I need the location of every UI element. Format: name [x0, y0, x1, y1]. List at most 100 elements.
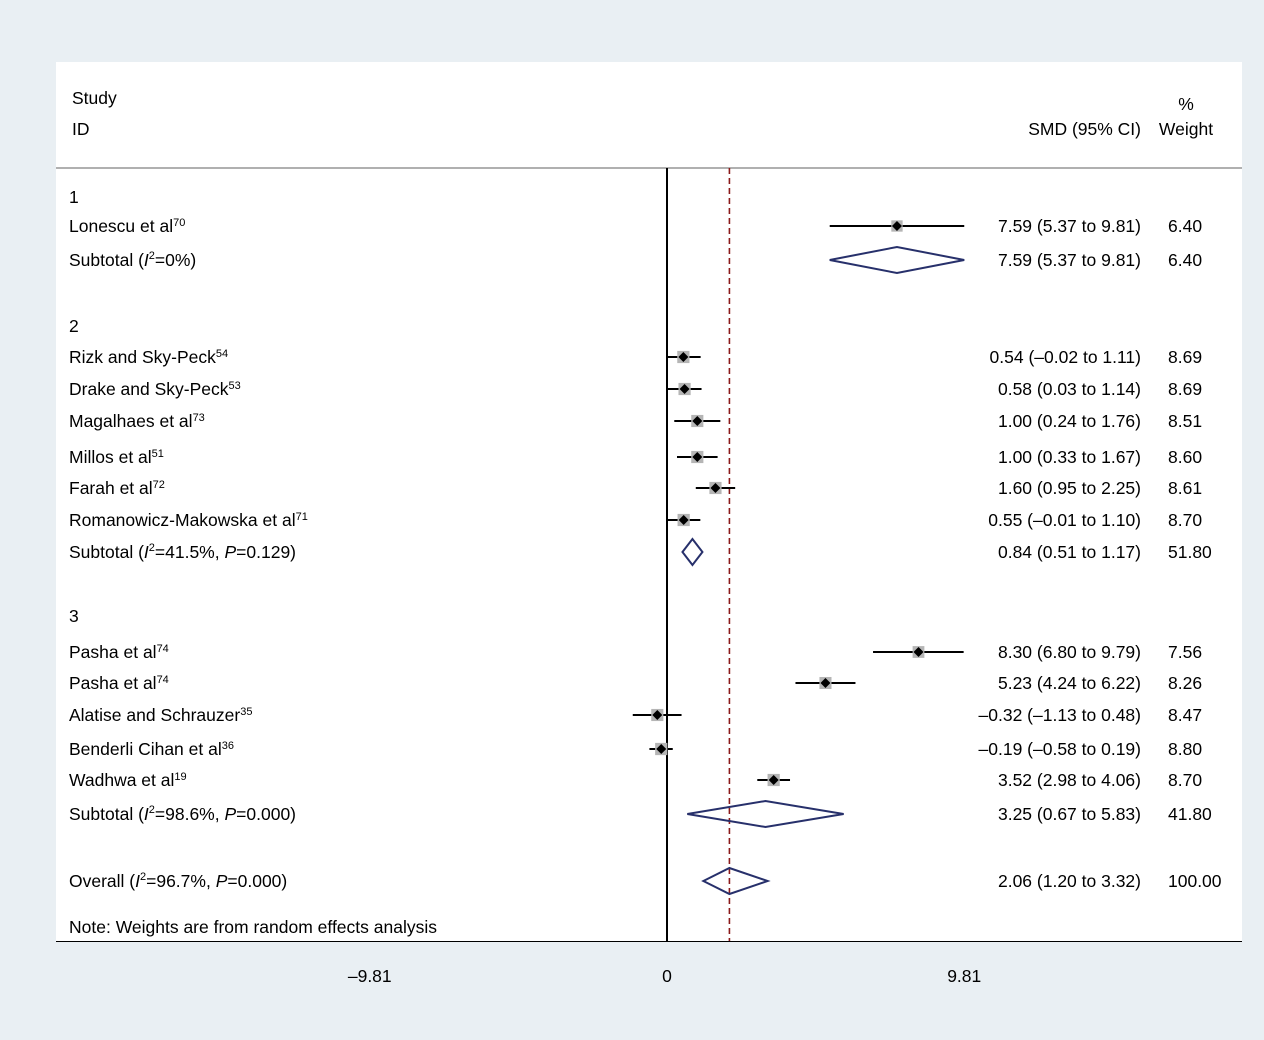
forest-plot: Study ID SMD (95% CI)% Weight 1 Lonescu et al…	[56, 62, 1242, 942]
study-3-4-name-text: Benderli Cihan et al	[69, 739, 222, 759]
subtotal-3-label: Subtotal (I2=98.6%, P=0.000)	[69, 804, 296, 824]
study-2-5-name: Farah et al72	[69, 478, 165, 498]
study-3-2-weight: 8.26	[1168, 673, 1202, 693]
study-3-3-ci-text: –0.32 (–1.13 to 0.48)	[979, 705, 1141, 725]
study-3-4-ref: 36	[222, 740, 234, 752]
subtotal-1-ci-text: 7.59 (5.37 to 9.81)	[998, 250, 1141, 270]
study-3-3-name-text: Alatise and Schrauzer	[69, 705, 240, 725]
study-2-5-point	[710, 483, 721, 493]
header-pct: %	[1178, 94, 1194, 114]
study-2-3-ref: 73	[193, 412, 205, 424]
study-3-2-name-text: Pasha et al	[69, 673, 157, 693]
study-3-2-name: Pasha et al74	[69, 673, 169, 693]
study-2-5-name-text: Farah et al	[69, 478, 153, 498]
group-label-3: 3	[69, 606, 79, 626]
study-2-2-ref: 53	[229, 380, 241, 392]
study-3-3-weight: 8.47	[1168, 705, 1202, 725]
study-3-5-weight: 8.70	[1168, 770, 1202, 790]
study-3-2-ref: 74	[157, 674, 169, 686]
study-3-4-ci-text: –0.19 (–0.58 to 0.19)	[979, 739, 1141, 759]
overall-label-i2-sup: 2	[140, 871, 146, 883]
subtotal-2-label-p-post: =0.129)	[236, 542, 296, 562]
overall-weight: 100.00	[1168, 871, 1222, 891]
subtotal-1-weight: 6.40	[1168, 250, 1202, 270]
subtotal-2-weight: 51.80	[1168, 542, 1212, 562]
study-3-4-point	[656, 744, 667, 754]
study-3-2-ci-text: 5.23 (4.24 to 6.22)	[998, 673, 1141, 693]
study-2-4-ci-text: 1.00 (0.33 to 1.67)	[998, 447, 1141, 467]
study-3-5-name-text: Wadhwa et al	[69, 770, 174, 790]
study-3-5-name: Wadhwa et al19	[69, 770, 187, 790]
study-3-1-name-text: Pasha et al	[69, 642, 157, 662]
subtotal-3-label-p-post: =0.000)	[236, 804, 296, 824]
study-2-2-weight: 8.69	[1168, 379, 1202, 399]
forest-plot-svg: Study ID SMD (95% CI)% Weight 1 Lonescu et al…	[56, 88, 1242, 942]
overall-label: Overall (I2=96.7%, P=0.000)	[69, 871, 287, 891]
study-3-5-ci-text: 3.52 (2.98 to 4.06)	[998, 770, 1141, 790]
subtotal-3-label-p: P	[224, 804, 236, 824]
header-study: Study	[72, 88, 117, 108]
subtotal-2-label-post: =41.5%,	[155, 542, 225, 562]
study-2-3-name: Magalhaes et al73	[69, 411, 205, 431]
subtotal-2-label-p: P	[224, 542, 236, 562]
study-2-5-ref: 72	[153, 479, 165, 491]
overall-label-p-post: =0.000)	[227, 871, 287, 891]
study-2-4-point	[692, 452, 703, 462]
study-2-1-name: Rizk and Sky-Peck54	[69, 347, 228, 367]
study-2-3-ci-text: 1.00 (0.24 to 1.76)	[998, 411, 1141, 431]
overall-label-pre: Overall (	[69, 871, 135, 891]
study-3-4-weight: 8.80	[1168, 739, 1202, 759]
overall-label-post: =96.7%,	[146, 871, 216, 891]
study-2-6-point	[678, 515, 689, 525]
subtotal-1-label-i2: I	[144, 250, 149, 270]
study-2-5-ci-text: 1.60 (0.95 to 2.25)	[998, 478, 1141, 498]
study-3-3-point	[652, 710, 663, 720]
study-2-6-ref: 71	[296, 511, 308, 523]
study-2-2-name-text: Drake and Sky-Peck	[69, 379, 229, 399]
note-text: Note: Weights are from random effects an…	[69, 917, 437, 937]
subtotal-3-label-pre: Subtotal (	[69, 804, 144, 824]
overall-diamond	[701, 866, 771, 896]
group-label-1: 1	[69, 187, 79, 207]
study-3-3-ref: 35	[240, 706, 252, 718]
study-3-4-name: Benderli Cihan et al36	[69, 739, 234, 759]
study-3-5-point	[768, 775, 779, 785]
subtotal-1-label-post: =0%)	[155, 250, 196, 270]
subtotal-2-ci-text: 0.84 (0.51 to 1.17)	[998, 542, 1141, 562]
study-1-1-name: Lonescu et al70	[69, 216, 185, 236]
header-id: ID	[72, 119, 90, 139]
subtotal-2-label-i2-sup: 2	[149, 542, 155, 554]
study-1-1-point	[891, 221, 902, 231]
study-2-6-ci-text: 0.55 (–0.01 to 1.10)	[988, 510, 1141, 530]
study-2-3-weight: 8.51	[1168, 411, 1202, 431]
subtotal-1-label-pre: Subtotal (	[69, 250, 144, 270]
study-2-1-point	[678, 352, 689, 362]
header-smd: SMD (95% CI)	[1028, 119, 1141, 139]
subtotal-3-label-i2-sup: 2	[149, 804, 155, 816]
study-2-1-ci-text: 0.54 (–0.02 to 1.11)	[990, 347, 1141, 367]
study-3-3-name: Alatise and Schrauzer35	[69, 705, 252, 725]
study-3-1-ref: 74	[157, 643, 169, 655]
study-3-1-name: Pasha et al74	[69, 642, 169, 662]
study-2-2-name: Drake and Sky-Peck53	[69, 379, 241, 399]
study-2-3-point	[692, 416, 703, 426]
subtotal-1-label-i2-sup: 2	[149, 250, 155, 262]
subtotal-3-ci-text: 3.25 (0.67 to 5.83)	[998, 804, 1141, 824]
study-3-1-weight: 7.56	[1168, 642, 1202, 662]
study-3-2-point	[820, 678, 831, 688]
study-2-2-ci-text: 0.58 (0.03 to 1.14)	[998, 379, 1141, 399]
x-tick-label-1: 0	[662, 966, 672, 986]
study-2-1-name-text: Rizk and Sky-Peck	[69, 347, 216, 367]
study-1-1-ci-text: 7.59 (5.37 to 9.81)	[998, 216, 1141, 236]
overall-label-i2: I	[135, 871, 140, 891]
subtotal-1-label: Subtotal (I2=0%)	[69, 250, 196, 270]
subtotal-1-diamond	[829, 245, 965, 275]
subtotal-3-diamond	[687, 799, 844, 829]
study-2-1-ref: 54	[216, 348, 228, 360]
subtotal-3-label-post: =98.6%,	[155, 804, 225, 824]
overall-label-p: P	[216, 871, 228, 891]
subtotal-3-label-i2: I	[144, 804, 149, 824]
overall-ci-text: 2.06 (1.20 to 3.32)	[998, 871, 1141, 891]
study-2-3-name-text: Magalhaes et al	[69, 411, 193, 431]
study-1-1-weight: 6.40	[1168, 216, 1202, 236]
